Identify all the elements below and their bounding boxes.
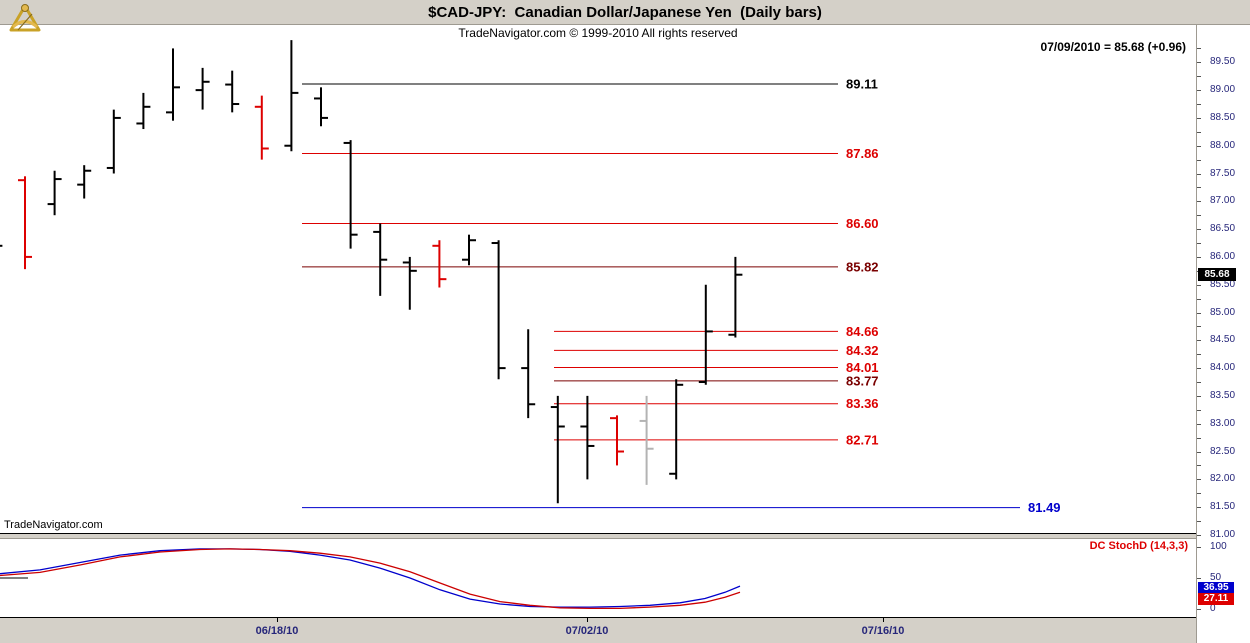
price-axis-tick xyxy=(1197,507,1201,508)
price-axis-tick xyxy=(1197,299,1201,300)
panel-separator xyxy=(0,533,1196,539)
price-axis-tick xyxy=(1197,521,1201,522)
level-label-83.36: 83.36 xyxy=(846,396,879,411)
title-bar: $CAD-JPY: Canadian Dollar/Japanese Yen (… xyxy=(0,0,1250,25)
price-axis-tick xyxy=(1197,493,1201,494)
main-chart-panel: 89.11 87.86 86.60 85.82 84.66 84.32 84.01 83.77… xyxy=(0,25,1196,533)
quote-annotation: 07/09/2010 = 85.68 (+0.96) xyxy=(1040,40,1186,54)
price-axis-label: 89.00 xyxy=(1210,84,1236,96)
price-axis-tick xyxy=(1197,354,1201,355)
indicator-canvas[interactable] xyxy=(0,539,1196,617)
indicator-panel: DC StochD (14,3,3) xyxy=(0,539,1196,617)
price-axis-tick xyxy=(1197,535,1201,536)
price-axis-label: 89.50 xyxy=(1210,56,1236,68)
level-label-84.66: 84.66 xyxy=(846,324,879,339)
price-axis-tick xyxy=(1197,465,1201,466)
chart-title: $CAD-JPY: Canadian Dollar/Japanese Yen (… xyxy=(428,3,822,21)
price-axis-tick xyxy=(1197,243,1201,244)
date-tick xyxy=(587,618,588,622)
price-axis-tick xyxy=(1197,215,1201,216)
price-axis-tick xyxy=(1197,62,1201,63)
price-chart-canvas[interactable]: 89.11 87.86 86.60 85.82 84.66 84.32 84.0183.77… xyxy=(0,25,1196,533)
price-axis-label: 82.00 xyxy=(1210,473,1236,485)
level-label-84.32: 84.32 xyxy=(846,343,879,358)
indicator-axis-label: 0 xyxy=(1210,603,1216,614)
price-axis-label: 85.50 xyxy=(1210,278,1236,290)
indicator-axis-tick xyxy=(1197,578,1201,579)
date-label: 07/02/10 xyxy=(565,625,609,637)
price-axis-tick xyxy=(1197,201,1201,202)
date-label: 06/18/10 xyxy=(255,625,299,637)
level-label-82.71: 82.71 xyxy=(846,432,879,447)
price-axis-tick xyxy=(1197,313,1201,314)
price-axis-label: 81.50 xyxy=(1210,501,1236,513)
price-axis-label: 81.00 xyxy=(1210,528,1236,540)
price-axis-label: 87.00 xyxy=(1210,195,1236,207)
price-axis-label: 82.50 xyxy=(1210,445,1236,457)
price-axis-label: 88.50 xyxy=(1210,111,1236,123)
price-axis-tick xyxy=(1197,479,1201,480)
stoch-k-red-line xyxy=(0,548,741,610)
price-axis-label: 83.00 xyxy=(1210,417,1236,429)
stoch-d-value-box: 36.95 xyxy=(1198,582,1234,594)
price-axis-label: 84.00 xyxy=(1210,362,1236,374)
watermark-text: TradeNavigator.com xyxy=(4,519,103,531)
indicator-axis-label: 100 xyxy=(1210,541,1227,552)
price-axis-tick xyxy=(1197,76,1201,77)
price-axis-tick xyxy=(1197,368,1201,369)
price-axis-tick xyxy=(1197,424,1201,425)
price-axis-tick xyxy=(1197,146,1201,147)
date-axis[interactable]: 06/18/10 07/02/10 07/16/10 xyxy=(0,617,1196,643)
price-axis-tick xyxy=(1197,382,1201,383)
level-label-84.01: 84.01 xyxy=(846,360,879,375)
price-axis-tick xyxy=(1197,90,1201,91)
price-axis-label: 86.50 xyxy=(1210,223,1236,235)
price-axis-tick xyxy=(1197,326,1201,327)
price-axis-tick xyxy=(1197,229,1201,230)
date-tick xyxy=(277,618,278,622)
level-label-83.77: 83.77 xyxy=(846,373,879,388)
price-axis[interactable]: 89.50 89.00 88.50 88.00 87.50 87.00 86.50 86.00… xyxy=(1196,0,1250,643)
current-price-box: 85.68 xyxy=(1198,268,1236,281)
level-label-87.86: 87.86 xyxy=(846,146,879,161)
price-axis-label: 87.50 xyxy=(1210,167,1236,179)
indicator-axis-tick xyxy=(1197,547,1201,548)
price-axis-tick xyxy=(1197,187,1201,188)
level-label-89.11: 89.11 xyxy=(846,77,878,92)
indicator-axis-tick xyxy=(1197,609,1201,610)
price-axis-tick xyxy=(1197,160,1201,161)
price-axis-label: 84.50 xyxy=(1210,334,1236,346)
stoch-d-blue-line xyxy=(0,548,741,608)
price-axis-tick xyxy=(1197,257,1201,258)
price-axis-tick xyxy=(1197,396,1201,397)
level-label-81.49: 81.49 xyxy=(1028,500,1061,515)
price-axis-tick xyxy=(1197,48,1201,49)
level-label-86.60: 86.60 xyxy=(846,216,879,231)
date-tick xyxy=(883,618,884,622)
price-axis-tick xyxy=(1197,285,1201,286)
price-axis-tick xyxy=(1197,452,1201,453)
stoch-k-value-box: 27.11 xyxy=(1198,593,1234,605)
price-axis-tick xyxy=(1197,104,1201,105)
trade-navigator-logo-icon xyxy=(9,4,41,32)
price-axis-label: 83.50 xyxy=(1210,389,1236,401)
level-label-85.82: 85.82 xyxy=(846,259,879,274)
price-axis-tick xyxy=(1197,174,1201,175)
indicator-name-label: DC StochD (14,3,3) xyxy=(1089,540,1188,552)
date-label: 07/16/10 xyxy=(861,625,905,637)
indicator-axis-label: 50 xyxy=(1210,572,1222,583)
price-axis-tick xyxy=(1197,410,1201,411)
price-axis-tick xyxy=(1197,438,1201,439)
price-axis-tick xyxy=(1197,118,1201,119)
price-axis-tick xyxy=(1197,340,1201,341)
copyright-text: TradeNavigator.com © 1999-2010 All right… xyxy=(458,26,738,40)
price-axis-label: 86.00 xyxy=(1210,250,1236,262)
price-axis-label: 88.00 xyxy=(1210,139,1236,151)
price-axis-tick xyxy=(1197,132,1201,133)
price-axis-label: 85.00 xyxy=(1210,306,1236,318)
